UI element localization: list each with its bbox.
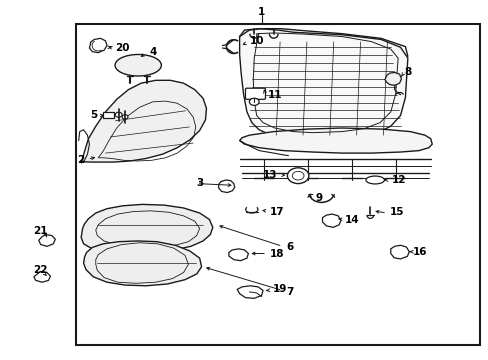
Text: 4: 4: [149, 46, 157, 57]
Polygon shape: [81, 80, 206, 163]
Polygon shape: [237, 286, 263, 298]
Polygon shape: [34, 271, 50, 282]
Text: 16: 16: [412, 247, 427, 257]
Polygon shape: [89, 39, 107, 53]
Text: 18: 18: [269, 248, 284, 258]
Bar: [76, 24, 479, 345]
Ellipse shape: [365, 176, 384, 184]
Text: 21: 21: [33, 226, 48, 236]
Polygon shape: [39, 234, 55, 246]
Polygon shape: [228, 249, 248, 261]
Text: 19: 19: [272, 284, 286, 294]
Text: 1: 1: [257, 7, 264, 17]
Text: 14: 14: [344, 215, 358, 225]
Polygon shape: [83, 241, 201, 286]
Text: 11: 11: [267, 90, 282, 100]
Polygon shape: [81, 204, 212, 252]
Circle shape: [122, 115, 128, 119]
Polygon shape: [390, 245, 408, 259]
Text: 3: 3: [196, 178, 203, 188]
Circle shape: [115, 112, 122, 117]
Circle shape: [287, 168, 308, 184]
Circle shape: [292, 171, 304, 180]
Text: 10: 10: [249, 36, 264, 46]
Ellipse shape: [115, 54, 161, 76]
Text: 7: 7: [285, 287, 293, 297]
Text: 9: 9: [315, 193, 322, 203]
Text: 15: 15: [389, 207, 404, 217]
FancyBboxPatch shape: [245, 88, 265, 99]
Polygon shape: [239, 29, 407, 140]
Text: 12: 12: [391, 175, 406, 185]
Circle shape: [249, 98, 259, 105]
Text: 17: 17: [269, 207, 284, 217]
Polygon shape: [384, 72, 401, 85]
Bar: [103, 112, 114, 118]
Text: 6: 6: [285, 242, 293, 252]
Polygon shape: [218, 180, 234, 193]
Text: 20: 20: [115, 43, 129, 53]
Polygon shape: [322, 214, 340, 227]
Text: 8: 8: [404, 67, 411, 77]
Polygon shape: [239, 128, 431, 153]
Text: 2: 2: [77, 155, 84, 165]
Text: 22: 22: [33, 265, 48, 275]
Text: 13: 13: [263, 170, 277, 180]
Text: 5: 5: [90, 111, 97, 121]
